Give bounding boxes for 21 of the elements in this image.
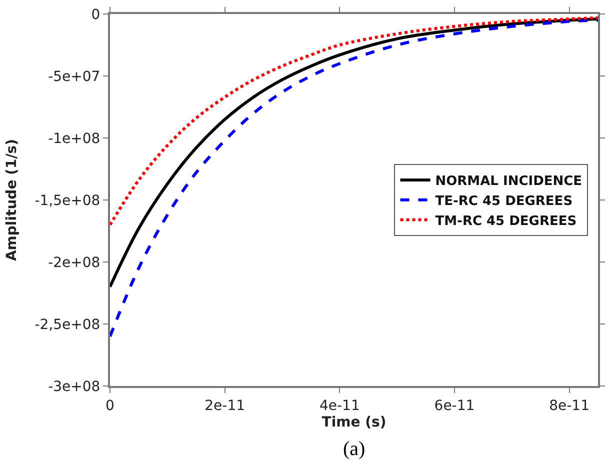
- y-tick-label: -5e+07: [48, 68, 100, 85]
- y-tick-label: -2,5e+08: [34, 316, 100, 333]
- x-tick-label: 4e-11: [319, 398, 360, 414]
- y-tick-label: -1,5e+08: [34, 192, 100, 209]
- x-tick-label: 2e-11: [204, 398, 246, 414]
- x-tick-label: 6e-11: [434, 398, 475, 414]
- legend-label: TE-RC 45 DEGREES: [435, 194, 573, 209]
- text: (a): [343, 438, 366, 460]
- y-tick-label: -3e+08: [48, 378, 100, 395]
- x-tick-label: 0: [106, 398, 114, 414]
- line-series: [110, 18, 598, 338]
- legend-label: TM-RC 45 DEGREES: [435, 214, 577, 229]
- y-tick-label: -2e+08: [48, 254, 100, 271]
- x-tick-label: 8e-11: [549, 398, 590, 414]
- line-series: [110, 16, 598, 226]
- y-tick-label: -1e+08: [48, 130, 100, 147]
- legend-label: NORMAL INCIDENCE: [435, 174, 582, 190]
- y-axis-title: Amplitude (1/s): [4, 138, 20, 262]
- y-tick-label: 0: [91, 6, 100, 23]
- line-series: [110, 17, 598, 288]
- x-axis-title: Time (s): [322, 414, 386, 431]
